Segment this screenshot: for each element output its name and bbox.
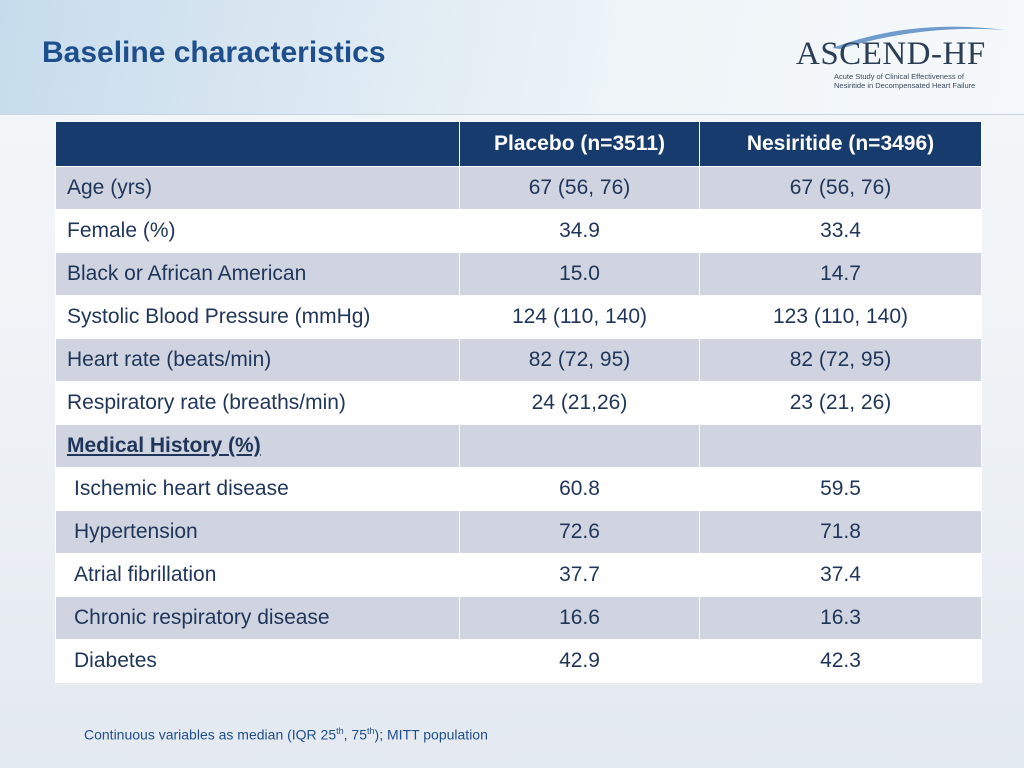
table-row: Respiratory rate (breaths/min) 24 (21,26… — [55, 381, 982, 425]
nesiritide-value: 59.5 — [699, 467, 982, 511]
placebo-value: 82 (72, 95) — [459, 338, 700, 382]
header-nesiritide: Nesiritide (n=3496) — [699, 122, 982, 167]
logo-swoosh-icon — [832, 26, 1005, 49]
footnote-text-end: ); MITT population — [374, 726, 488, 743]
table-row: Chronic respiratory disease 16.6 16.3 — [55, 596, 982, 640]
table-row: Atrial fibrillation 37.7 37.4 — [55, 553, 982, 597]
nesiritide-value — [699, 424, 982, 468]
nesiritide-value: 14.7 — [699, 252, 982, 296]
placebo-value: 60.8 — [459, 467, 700, 511]
row-label: Ischemic heart disease — [55, 467, 460, 511]
header-band — [0, 0, 1024, 115]
nesiritide-value: 23 (21, 26) — [699, 381, 982, 425]
table-row: Female (%) 34.9 33.4 — [55, 209, 982, 253]
placebo-value: 37.7 — [459, 553, 700, 597]
placebo-value: 16.6 — [459, 596, 700, 640]
nesiritide-value: 37.4 — [699, 553, 982, 597]
header-blank — [55, 122, 460, 167]
footnote-sup-75th: th — [367, 726, 375, 736]
medical-history-heading: Medical History (%) — [55, 424, 460, 468]
logo-subtitle-line1: Acute Study of Clinical Effectiveness of — [834, 72, 964, 81]
row-label: Chronic respiratory disease — [55, 596, 460, 640]
baseline-table: Placebo (n=3511) Nesiritide (n=3496) Age… — [55, 122, 982, 683]
logo-subtitle-line2: Nesiritide in Decompensated Heart Failur… — [834, 81, 976, 90]
footnote-text-start: Continuous variables as median (IQR 25 — [84, 726, 337, 743]
table-row: Systolic Blood Pressure (mmHg) 124 (110,… — [55, 295, 982, 339]
logo-name: ASCEND-HF — [796, 36, 986, 72]
placebo-value: 124 (110, 140) — [459, 295, 700, 339]
row-label: Female (%) — [55, 209, 460, 253]
table-row: Diabetes 42.9 42.3 — [55, 639, 982, 683]
nesiritide-value: 123 (110, 140) — [699, 295, 982, 339]
header-placebo: Placebo (n=3511) — [459, 122, 700, 167]
row-label: Diabetes — [55, 639, 460, 683]
footnote: Continuous variables as median (IQR 25th… — [84, 726, 488, 743]
row-label: Atrial fibrillation — [55, 553, 460, 597]
table-row: Ischemic heart disease 60.8 59.5 — [55, 467, 982, 511]
row-label: Systolic Blood Pressure (mmHg) — [55, 295, 460, 339]
placebo-value: 67 (56, 76) — [459, 166, 700, 210]
placebo-value: 42.9 — [459, 639, 700, 683]
table-row: Black or African American 15.0 14.7 — [55, 252, 982, 296]
nesiritide-value: 33.4 — [699, 209, 982, 253]
nesiritide-value: 82 (72, 95) — [699, 338, 982, 382]
placebo-value — [459, 424, 700, 468]
placebo-value: 34.9 — [459, 209, 700, 253]
row-label: Hypertension — [55, 510, 460, 554]
nesiritide-value: 67 (56, 76) — [699, 166, 982, 210]
table-header-row: Placebo (n=3511) Nesiritide (n=3496) — [55, 122, 982, 167]
ascend-hf-logo: ASCEND-HF Acute Study of Clinical Effect… — [792, 22, 1007, 94]
nesiritide-value: 16.3 — [699, 596, 982, 640]
placebo-value: 72.6 — [459, 510, 700, 554]
page-title: Baseline characteristics — [42, 36, 386, 69]
row-label: Respiratory rate (breaths/min) — [55, 381, 460, 425]
row-label: Age (yrs) — [55, 166, 460, 210]
placebo-value: 24 (21,26) — [459, 381, 700, 425]
logo-subtitle: Acute Study of Clinical Effectiveness of… — [834, 72, 975, 90]
row-label: Black or African American — [55, 252, 460, 296]
row-label: Heart rate (beats/min) — [55, 338, 460, 382]
placebo-value: 15.0 — [459, 252, 700, 296]
table-row: Hypertension 72.6 71.8 — [55, 510, 982, 554]
table-row-section: Medical History (%) — [55, 424, 982, 468]
table-row: Heart rate (beats/min) 82 (72, 95) 82 (7… — [55, 338, 982, 382]
nesiritide-value: 71.8 — [699, 510, 982, 554]
footnote-sup-25th: th — [336, 726, 344, 736]
footnote-text-mid: , 75 — [343, 726, 368, 743]
table-row: Age (yrs) 67 (56, 76) 67 (56, 76) — [55, 166, 982, 210]
nesiritide-value: 42.3 — [699, 639, 982, 683]
